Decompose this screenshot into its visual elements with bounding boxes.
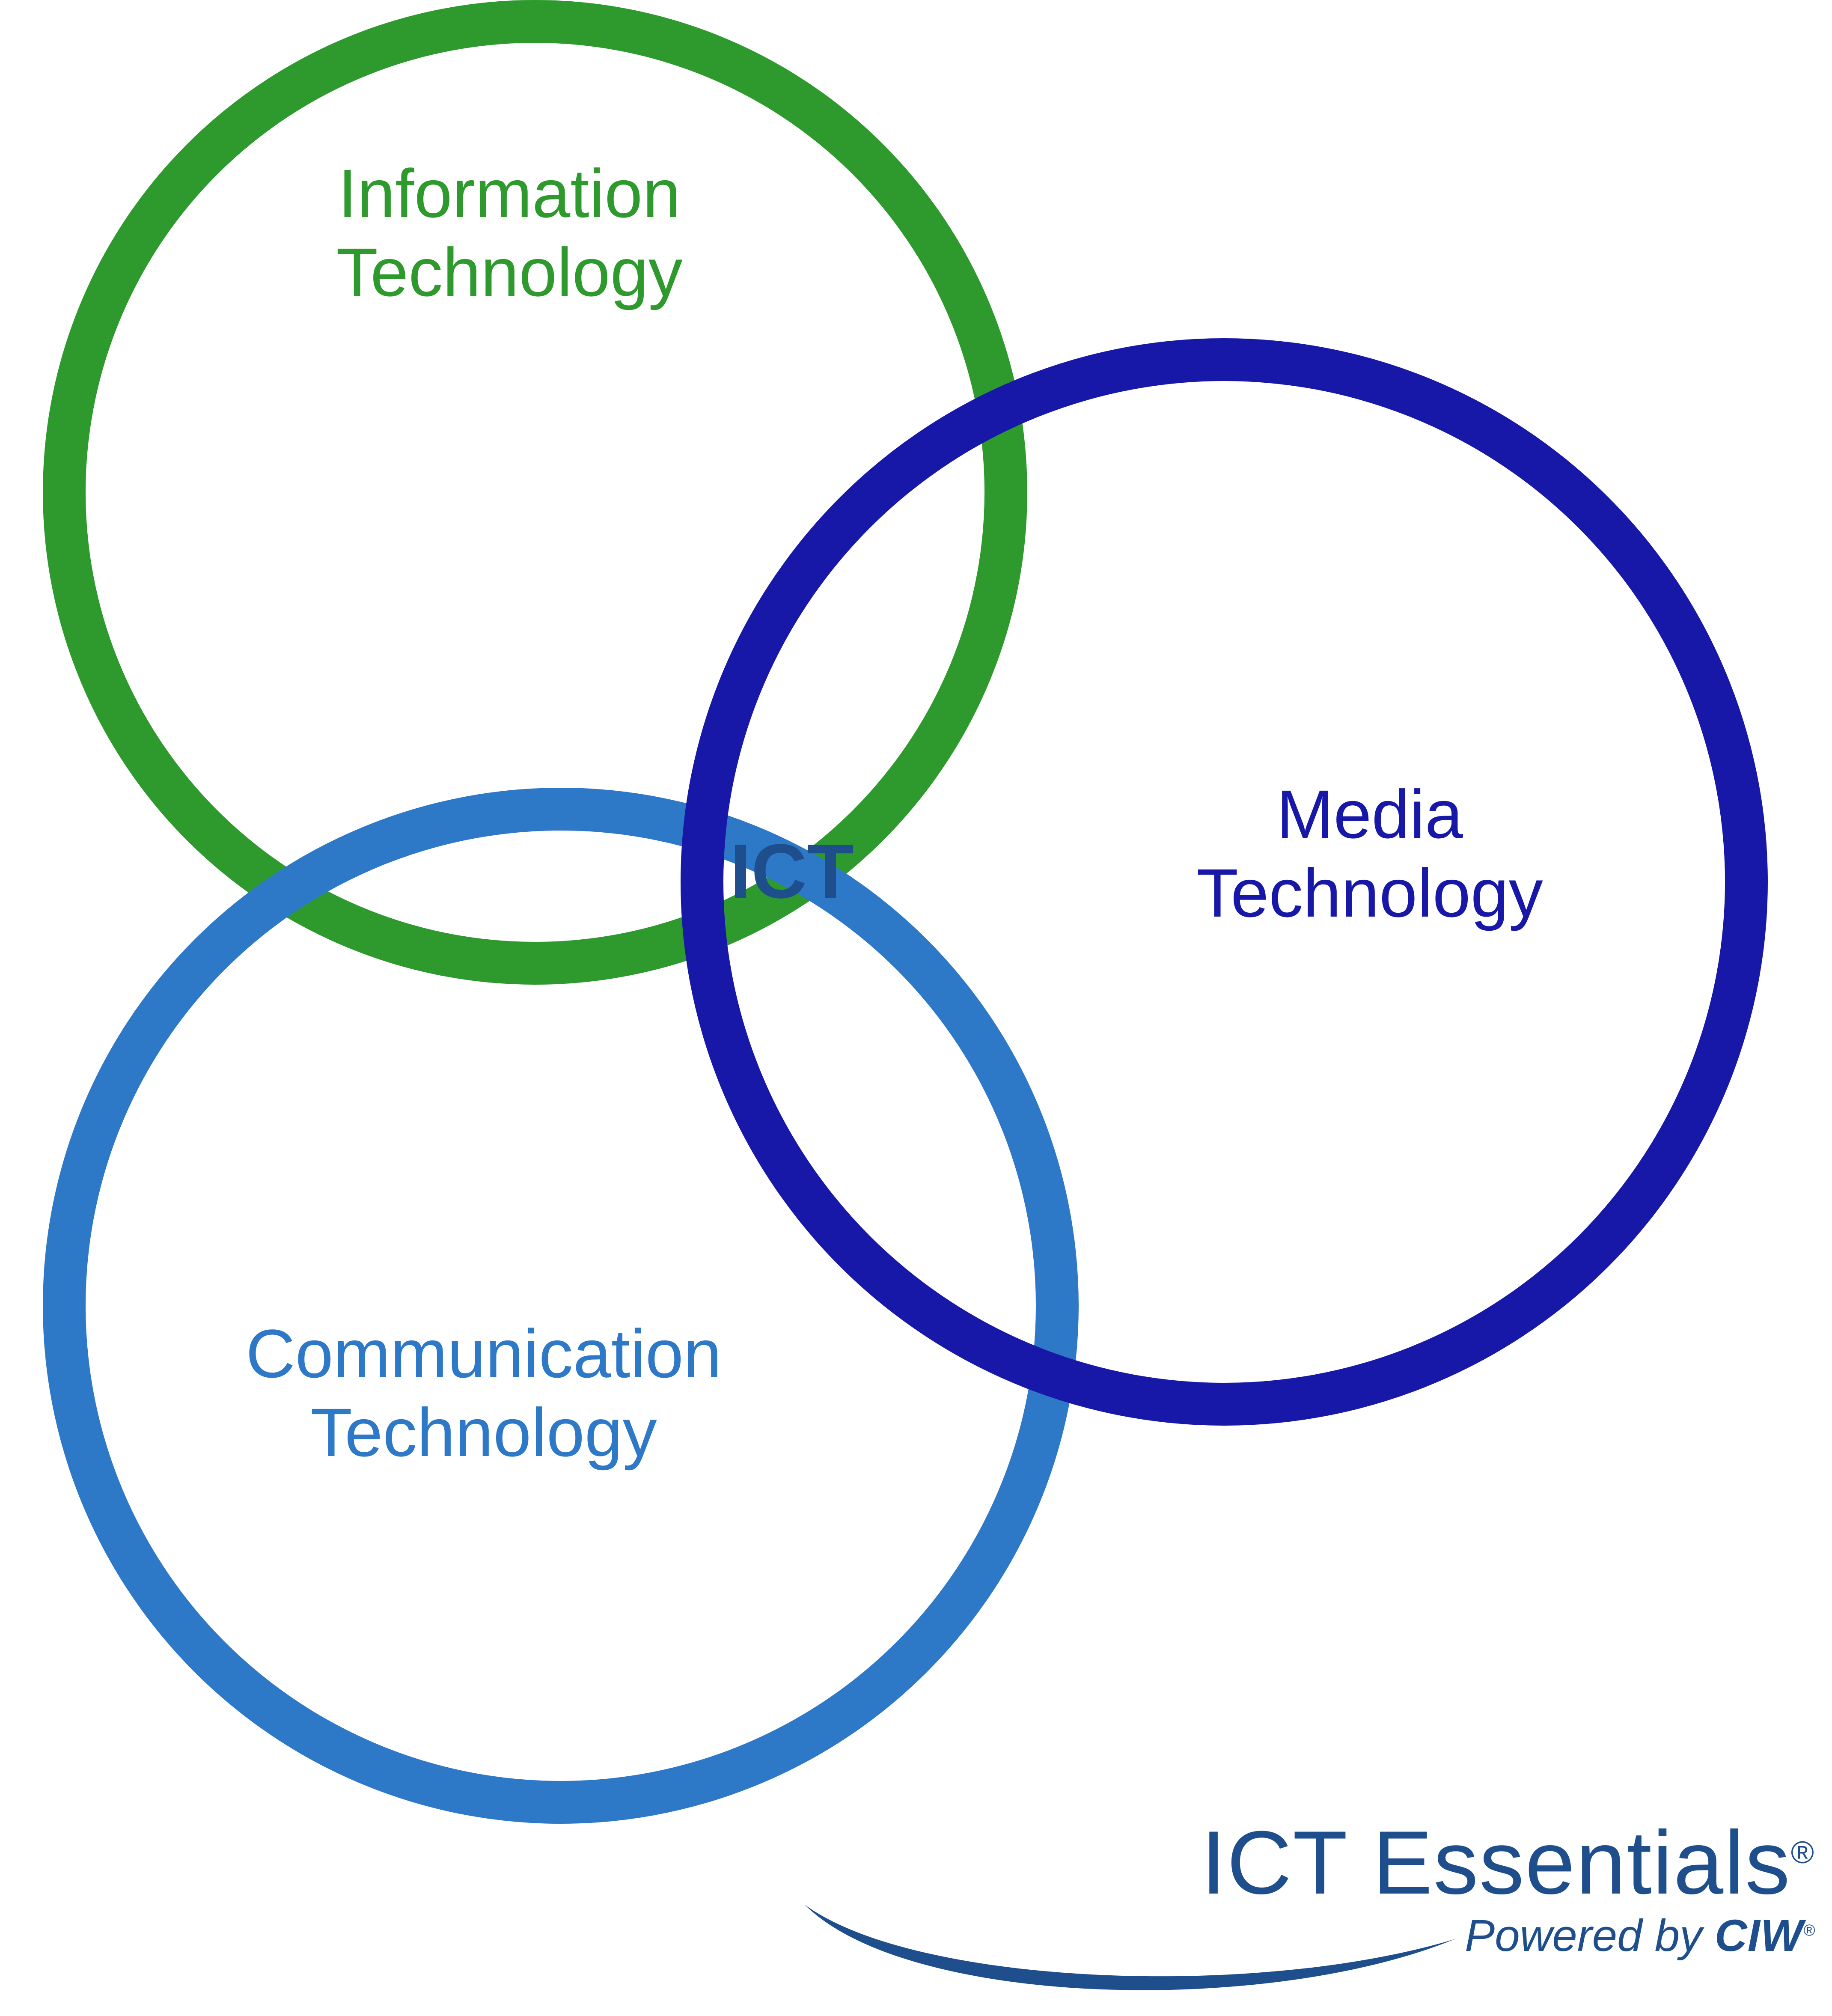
label-information-technology: Information Technology [124,154,895,312]
brand-title: ICT Essentials® [1201,1812,1815,1913]
label-communication-technology: Communication Technology [98,1314,869,1472]
label-ict-center: ICT [621,827,963,916]
label-media-technology: Media Technology [984,775,1755,932]
brand-ict-essentials: ICT Essentials® Powered by CIW® [788,1811,1815,1962]
brand-subtitle: Powered by CIW® [788,1910,1815,1962]
ict-venn-diagram: Information Technology Media Technology … [0,0,1832,1991]
